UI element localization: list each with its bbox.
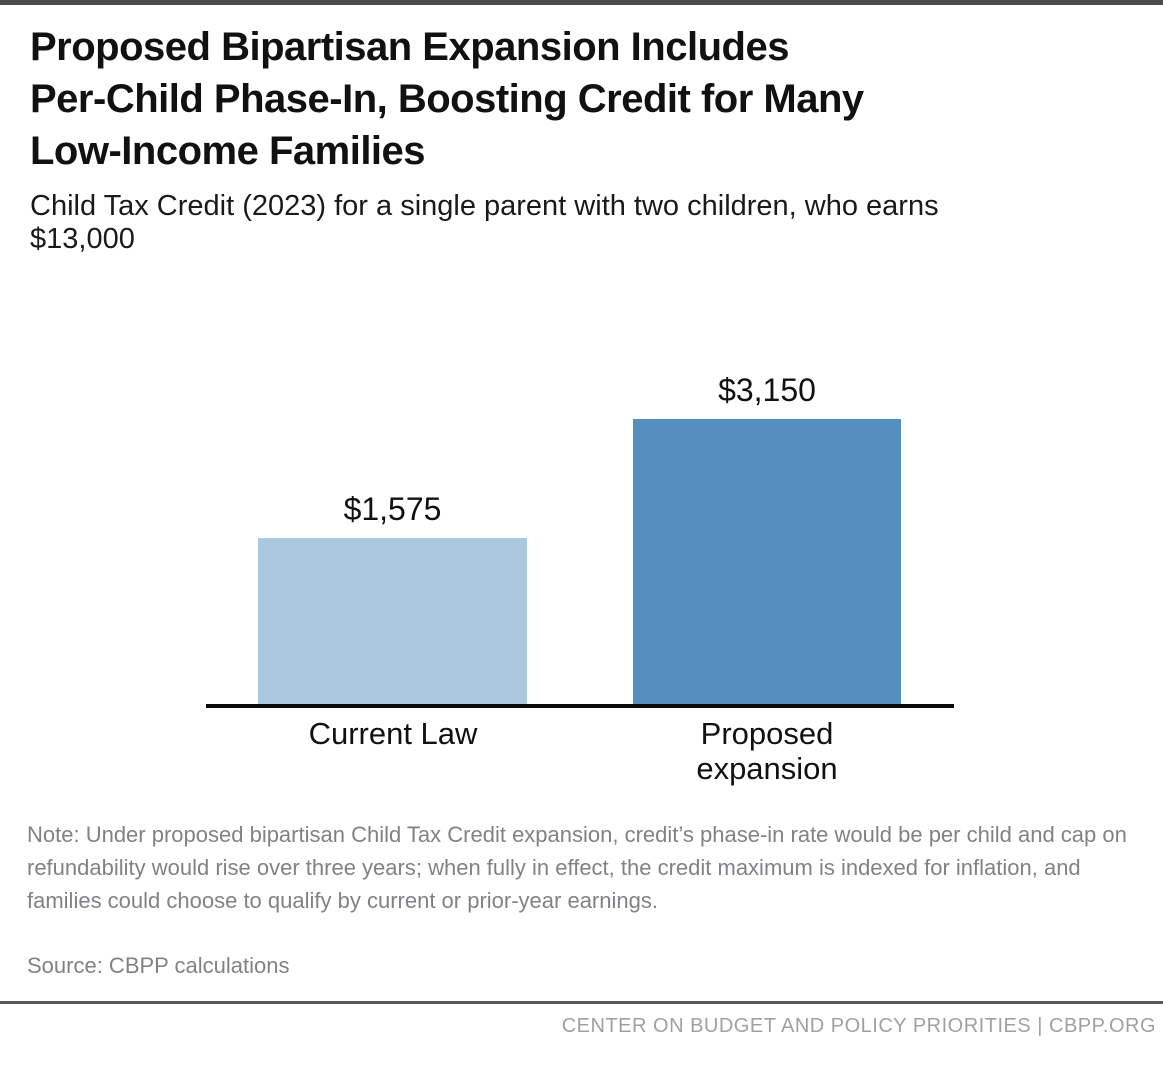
bar-group-proposed-expansion: $3,150 <box>633 372 901 704</box>
bar-value-label-proposed-expansion: $3,150 <box>718 372 816 408</box>
chart-subtitle: Child Tax Credit (2023) for a single par… <box>30 190 1135 256</box>
bar-current-law <box>258 538 527 704</box>
bar-value-label-current-law: $1,575 <box>343 491 442 527</box>
footer-divider <box>0 1001 1163 1004</box>
bar-proposed-expansion <box>633 419 901 704</box>
x-tick-label-proposed-expansion: Proposed expansion <box>696 716 838 786</box>
page-title-line-2: Per-Child Phase-In, Boosting Credit for … <box>30 77 864 121</box>
bar-chart-plot-area: $1,575 $3,150 <box>206 372 954 704</box>
page-title-line-1: Proposed Bipartisan Expansion Includes <box>30 25 789 69</box>
x-tick-label-current-law: Current Law <box>308 716 478 751</box>
footer-credit: CENTER ON BUDGET AND POLICY PRIORITIES |… <box>561 1015 1156 1037</box>
chart-subtitle-line-1: Child Tax Credit (2023) for a single par… <box>30 190 939 222</box>
page-title-line-3: Low-Income Families <box>30 129 426 173</box>
page-title: Proposed Bipartisan Expansion Includes P… <box>30 21 1135 177</box>
chart-source: Source: CBPP calculations <box>27 953 290 978</box>
chart-note: Note: Under proposed bipartisan Child Ta… <box>27 822 1127 913</box>
bar-group-current-law: $1,575 <box>258 372 527 704</box>
x-axis-line <box>206 704 954 708</box>
chart-subtitle-line-2: $13,000 <box>30 223 135 255</box>
top-accent-bar <box>0 0 1163 5</box>
